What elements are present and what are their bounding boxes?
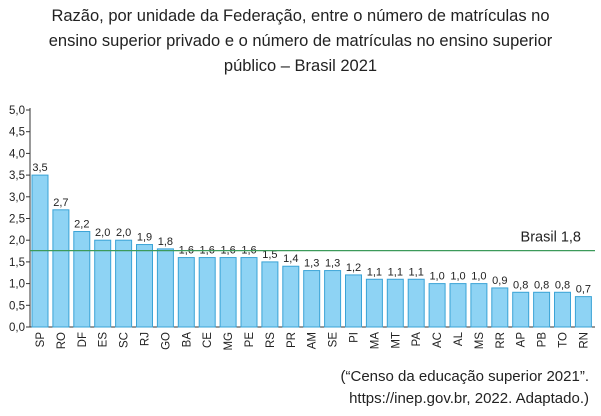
data-label: 1,3 <box>325 258 340 270</box>
bar-pi <box>345 274 362 328</box>
y-tick-label: 1,5 <box>9 257 25 269</box>
bar-es <box>94 239 112 328</box>
bar-mt <box>386 278 404 328</box>
x-tick-label: MS <box>474 332 486 350</box>
bar-ce <box>198 257 216 328</box>
y-tick-label: 3,0 <box>9 192 25 204</box>
bar-mg <box>219 257 237 328</box>
chart-title: Razão, por unidade da Federação, entre o… <box>0 4 601 79</box>
bar-pb <box>533 291 551 328</box>
x-tick-label: PB <box>537 332 549 348</box>
bar-ba <box>177 257 195 328</box>
bar-to <box>554 291 571 328</box>
y-tick-label: 4,5 <box>9 127 25 139</box>
x-tick-label: TO <box>558 332 570 348</box>
x-tick-label: DF <box>77 332 89 347</box>
data-label: 1,0 <box>471 271 486 283</box>
bar-sc <box>115 239 133 328</box>
bar-ro <box>52 209 70 328</box>
bar-ms <box>470 283 488 328</box>
data-label: 0,8 <box>513 279 528 291</box>
bar-pa <box>407 278 425 328</box>
x-tick-label: CE <box>202 332 214 348</box>
bar-al <box>449 283 467 328</box>
x-tick-label: GO <box>160 332 172 350</box>
data-label: 1,1 <box>388 266 403 278</box>
y-tick-label: 2,0 <box>9 235 25 247</box>
data-label: 1,0 <box>429 271 444 283</box>
data-label: 1,9 <box>137 232 152 244</box>
data-label: 0,9 <box>492 275 507 287</box>
x-tick-label: PR <box>286 332 298 348</box>
bar-ap <box>512 291 530 328</box>
x-tick-label: ES <box>98 332 110 348</box>
chart-title-line-2: ensino superior privado e o número de ma… <box>48 32 553 50</box>
data-label: 0,8 <box>534 279 549 291</box>
x-tick-label: MA <box>369 332 381 350</box>
x-tick-label: SP <box>35 332 47 348</box>
y-tick-label: 0,0 <box>9 322 25 334</box>
data-label: 2,2 <box>74 219 89 231</box>
x-tick-label: BA <box>181 332 193 348</box>
bar-go <box>156 248 174 328</box>
y-tick-label: 0,5 <box>9 300 25 312</box>
x-tick-label: PE <box>244 332 256 348</box>
x-tick-label: AC <box>432 332 444 348</box>
x-tick-label: SC <box>119 332 131 348</box>
chart-title-line-3: público – Brasil 2021 <box>223 57 378 75</box>
bar-rs <box>261 261 279 328</box>
data-label: 2,0 <box>116 227 131 239</box>
data-label: 2,0 <box>95 227 110 239</box>
data-label: 0,8 <box>555 279 570 291</box>
y-tick-label: 1,0 <box>9 279 25 291</box>
source-line-2: https://inep.gov.br, 2022. Adaptado.) <box>349 390 589 407</box>
bar-ac <box>428 283 446 328</box>
x-tick-label: RO <box>56 332 68 349</box>
data-label: 1,3 <box>304 258 319 270</box>
source-line-1: (“Censo da educação superior 2021”. <box>340 368 589 385</box>
bar-pe <box>240 257 258 328</box>
x-tick-label: RS <box>265 332 277 348</box>
bar-rr <box>491 287 509 328</box>
x-tick-label: SE <box>328 332 340 348</box>
bar-ma <box>365 278 383 328</box>
y-tick-label: 2,5 <box>9 214 25 226</box>
bar-rn <box>574 296 592 328</box>
reference-line-label: Brasil 1,8 <box>521 230 581 246</box>
data-label: 1,5 <box>262 249 277 261</box>
x-tick-label: RR <box>495 332 507 349</box>
data-label: 3,5 <box>32 162 47 174</box>
bar-rj <box>136 244 153 328</box>
data-label: 1,2 <box>346 262 361 274</box>
data-label: 1,0 <box>450 271 465 283</box>
x-tick-label: MG <box>223 332 235 351</box>
x-tick-label: AM <box>307 332 319 349</box>
bar-am <box>303 270 321 328</box>
x-tick-label: RN <box>578 332 590 349</box>
data-label: 1,8 <box>158 236 173 248</box>
bar-se <box>324 270 342 328</box>
data-label: 1,4 <box>283 253 298 265</box>
x-tick-label: AP <box>516 332 528 348</box>
source-citation: (“Censo da educação superior 2021”. http… <box>341 366 589 410</box>
data-label: 0,7 <box>576 284 591 296</box>
chart-title-line-1: Razão, por unidade da Federação, entre o… <box>51 7 550 25</box>
x-tick-label: MT <box>390 332 402 349</box>
x-tick-label: RJ <box>140 332 152 346</box>
data-label: 2,7 <box>53 197 68 209</box>
data-label: 1,1 <box>409 266 424 278</box>
bar-pr <box>282 265 300 328</box>
y-tick-label: 5,0 <box>9 105 25 117</box>
x-tick-label: PA <box>411 332 423 347</box>
y-tick-label: 4,0 <box>9 148 25 160</box>
data-label: 1,1 <box>367 266 382 278</box>
x-tick-label: PI <box>349 332 361 343</box>
bar-df <box>73 231 91 328</box>
x-tick-label: AL <box>453 331 465 346</box>
y-tick-label: 3,5 <box>9 170 25 182</box>
